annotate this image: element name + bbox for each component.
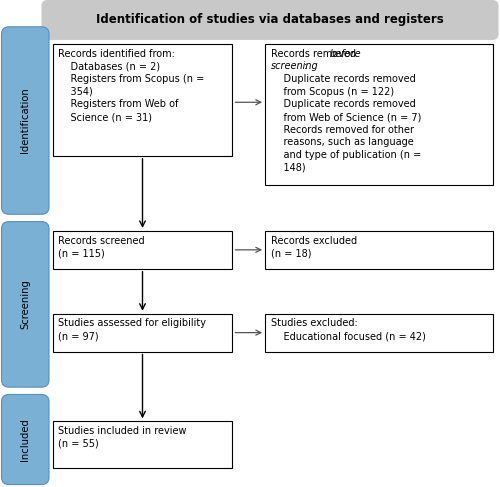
- Text: Duplicate records removed: Duplicate records removed: [271, 74, 416, 84]
- Text: Records removed: Records removed: [271, 49, 359, 59]
- Text: before: before: [330, 49, 362, 59]
- Text: 148): 148): [271, 163, 306, 173]
- Text: Studies assessed for eligibility: Studies assessed for eligibility: [58, 318, 206, 329]
- FancyBboxPatch shape: [2, 394, 49, 485]
- Text: reasons, such as language: reasons, such as language: [271, 137, 414, 148]
- Text: Studies excluded:: Studies excluded:: [271, 318, 358, 329]
- Text: Records screened: Records screened: [58, 236, 145, 246]
- Text: Screening: Screening: [20, 280, 30, 329]
- FancyBboxPatch shape: [52, 44, 233, 156]
- Text: :: :: [304, 61, 307, 72]
- Text: (n = 115): (n = 115): [58, 248, 105, 259]
- Text: screening: screening: [271, 61, 319, 72]
- Text: Registers from Scopus (n =: Registers from Scopus (n =: [58, 74, 205, 84]
- Text: Records excluded: Records excluded: [271, 236, 357, 246]
- Text: from Scopus (n = 122): from Scopus (n = 122): [271, 87, 394, 97]
- Text: Records removed for other: Records removed for other: [271, 125, 414, 135]
- FancyBboxPatch shape: [2, 222, 49, 387]
- Text: and type of publication (n =: and type of publication (n =: [271, 150, 421, 160]
- Text: Studies included in review: Studies included in review: [58, 426, 187, 436]
- Text: (n = 55): (n = 55): [58, 439, 99, 449]
- Text: Included: Included: [20, 418, 30, 461]
- Text: (n = 97): (n = 97): [58, 331, 99, 341]
- FancyBboxPatch shape: [265, 231, 492, 269]
- Text: Records identified from:: Records identified from:: [58, 49, 176, 59]
- FancyBboxPatch shape: [265, 314, 492, 352]
- Text: Duplicate records removed: Duplicate records removed: [271, 99, 416, 110]
- FancyBboxPatch shape: [52, 231, 233, 269]
- FancyBboxPatch shape: [52, 314, 233, 352]
- Text: from Web of Science (n = 7): from Web of Science (n = 7): [271, 112, 422, 122]
- FancyBboxPatch shape: [42, 0, 498, 40]
- Text: Educational focused (n = 42): Educational focused (n = 42): [271, 331, 426, 341]
- Text: Identification: Identification: [20, 88, 30, 153]
- FancyBboxPatch shape: [265, 44, 492, 185]
- Text: Databases (n = 2): Databases (n = 2): [58, 61, 160, 72]
- Text: 354): 354): [58, 87, 93, 97]
- FancyBboxPatch shape: [2, 27, 49, 214]
- Text: Registers from Web of: Registers from Web of: [58, 99, 179, 110]
- FancyBboxPatch shape: [52, 421, 233, 468]
- Text: Science (n = 31): Science (n = 31): [58, 112, 152, 122]
- Text: Identification of studies via databases and registers: Identification of studies via databases …: [96, 14, 444, 26]
- Text: (n = 18): (n = 18): [271, 248, 312, 259]
